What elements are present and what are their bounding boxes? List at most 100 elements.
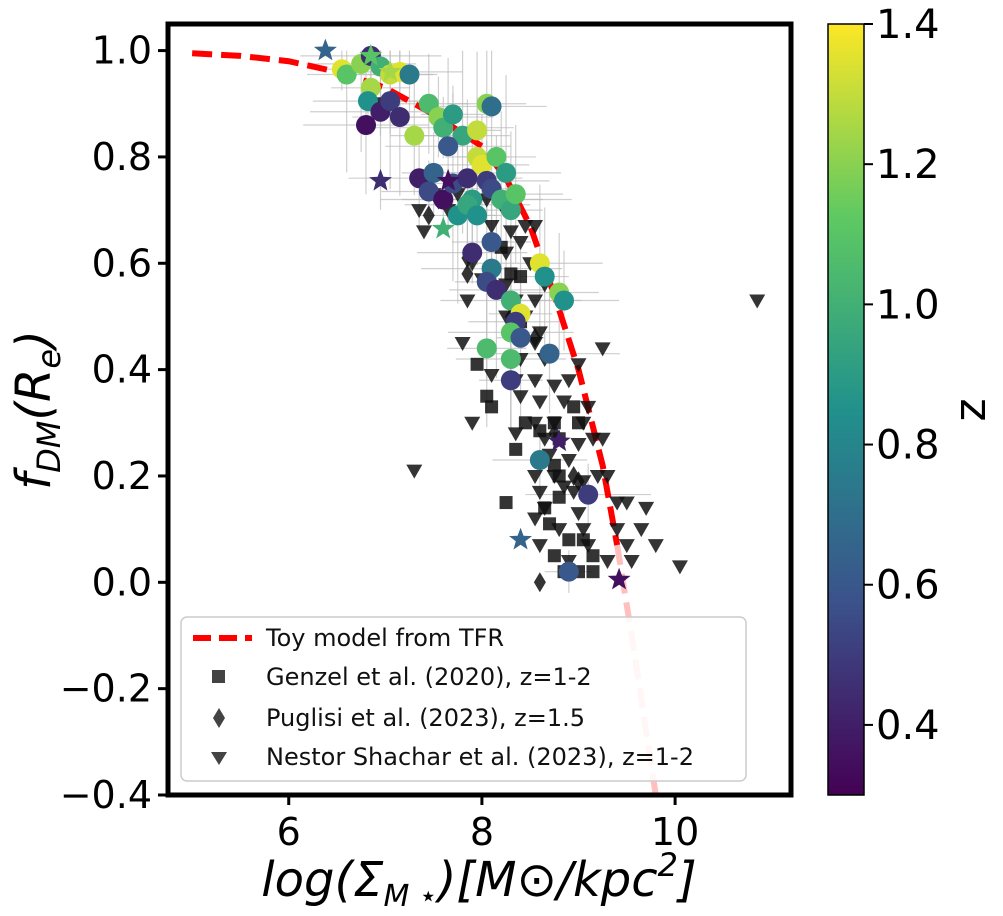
puglisi-diamond-point [422,205,435,226]
genzel-square-point [518,416,532,430]
nestor-triangle-point [599,469,616,484]
nestor-triangle-point [623,555,640,570]
this-work-star-point [378,59,402,82]
this-work-star-point [607,567,631,590]
y-tick-label: −0.2 [60,667,152,711]
nestor-triangle-point [570,507,587,522]
puglisi-diamond-point [461,263,474,284]
this-work-circle-point [438,136,459,157]
puglisi-diamond-point [572,471,585,492]
genzel-square-point [543,517,557,531]
this-work-circle-point [462,242,483,263]
genzel-square-point [480,389,494,403]
nestor-triangle-point [406,464,423,479]
this-work-circle-point [380,91,401,112]
genzel-square-point [552,469,566,483]
this-work-star-point [509,527,532,550]
this-work-circle-point [481,96,502,117]
nestor-triangle-point [527,294,544,309]
nestor-triangle-point [507,427,524,442]
nestor-triangle-point [527,220,544,235]
genzel-square-point [499,496,513,510]
this-work-circle-point [399,64,420,85]
nestor-triangle-point [459,294,476,309]
nestor-triangle-point [464,416,481,431]
legend-label-model: Toy model from TFR [265,624,504,652]
nestor-triangle-point [527,374,544,389]
this-work-circle-point [558,561,579,582]
this-work-star-point [436,168,460,191]
nestor-triangle-point [599,555,616,570]
this-work-circle-point [578,484,599,505]
x-tick-label: 10 [651,810,699,854]
this-work-star-point [431,216,455,239]
this-work-circle-point [467,205,488,226]
nestor-triangle-point [618,496,635,511]
this-work-circle-point [486,146,507,167]
nestor-triangle-point [594,342,611,357]
y-tick-label: 0.8 [92,135,152,179]
this-work-circle-point [404,125,425,146]
nestor-triangle-point [531,539,548,554]
nestor-triangle-point [556,480,573,495]
nestor-triangle-point [570,438,587,453]
this-work-circle-point [356,115,377,136]
colorbar-tick-label: 1.4 [876,2,940,48]
puglisi-diamond-point [529,327,542,348]
nestor-triangle-point [609,523,626,538]
nestor-triangle-point [415,225,432,240]
genzel-square-point [547,458,561,472]
this-work-circle-point [481,232,502,253]
nestor-triangle-point [512,390,529,405]
this-work-star-point [359,43,383,66]
plot-frame [165,21,794,798]
nestor-triangle-point [633,523,650,538]
nestor-triangle-point [647,539,664,554]
genzel-square-point [586,549,600,563]
colorbar-tick-label: 1.2 [876,142,940,188]
y-tick-label: 1.0 [92,29,152,73]
this-work-star-point [369,168,392,191]
genzel-square-point [572,416,586,430]
nestor-triangle-point [560,454,577,469]
this-work-circle-point [389,107,410,128]
genzel-square-point [485,400,499,414]
nestor-triangle-point [594,432,611,447]
genzel-square-point [538,501,552,515]
this-work-circle-point [500,348,521,369]
x-axis-ticks: 6 8 10 [277,795,699,854]
this-work-circle-point [539,343,560,364]
nestor-triangle-point [483,220,500,235]
this-work-circle-point [510,327,531,348]
nestor-triangle-point [527,469,544,484]
nestor-triangle-point [618,539,635,554]
legend-label-puglisi: Puglisi et al. (2023), z=1.5 [266,704,585,732]
this-work-circle-point [500,370,521,391]
nestor-triangle-point [454,337,471,352]
x-tick-label: 6 [277,810,301,854]
nestor-triangle-point [512,236,529,251]
this-work-circle-point [442,104,463,125]
nestor-triangle-point [575,523,592,538]
nestor-triangle-point [580,400,597,415]
y-tick-label: 0.2 [92,454,152,498]
genzel-square-point [562,533,576,547]
nestor-triangle-point [483,368,500,383]
y-axis-label: fDM(Re) [6,330,68,490]
this-work-circle-point [336,64,357,85]
nestor-triangle-point [570,358,587,373]
x-tick-label: 8 [470,810,494,854]
this-work-star-point [314,38,337,61]
colorbar-gradient [827,23,865,796]
nestor-triangle-point [531,485,548,500]
genzel-square-point [547,416,561,430]
genzel-square-point [576,533,590,547]
x-axis-label: log(ΣM ⋆)[M⊙/kpc2] [261,846,696,914]
y-axis-ticks: 1.0 0.8 0.6 0.4 0.2 0.0 −0.2 −0.4 [60,29,168,817]
genzel-square-point [547,549,561,563]
this-work-points-layer [314,38,631,590]
colorbar-label: z [945,398,996,421]
nestor-triangle-point [531,395,548,410]
y-tick-label: −0.4 [60,773,152,817]
legend-label-genzel: Genzel et al. (2020), z=1-2 [266,663,592,691]
